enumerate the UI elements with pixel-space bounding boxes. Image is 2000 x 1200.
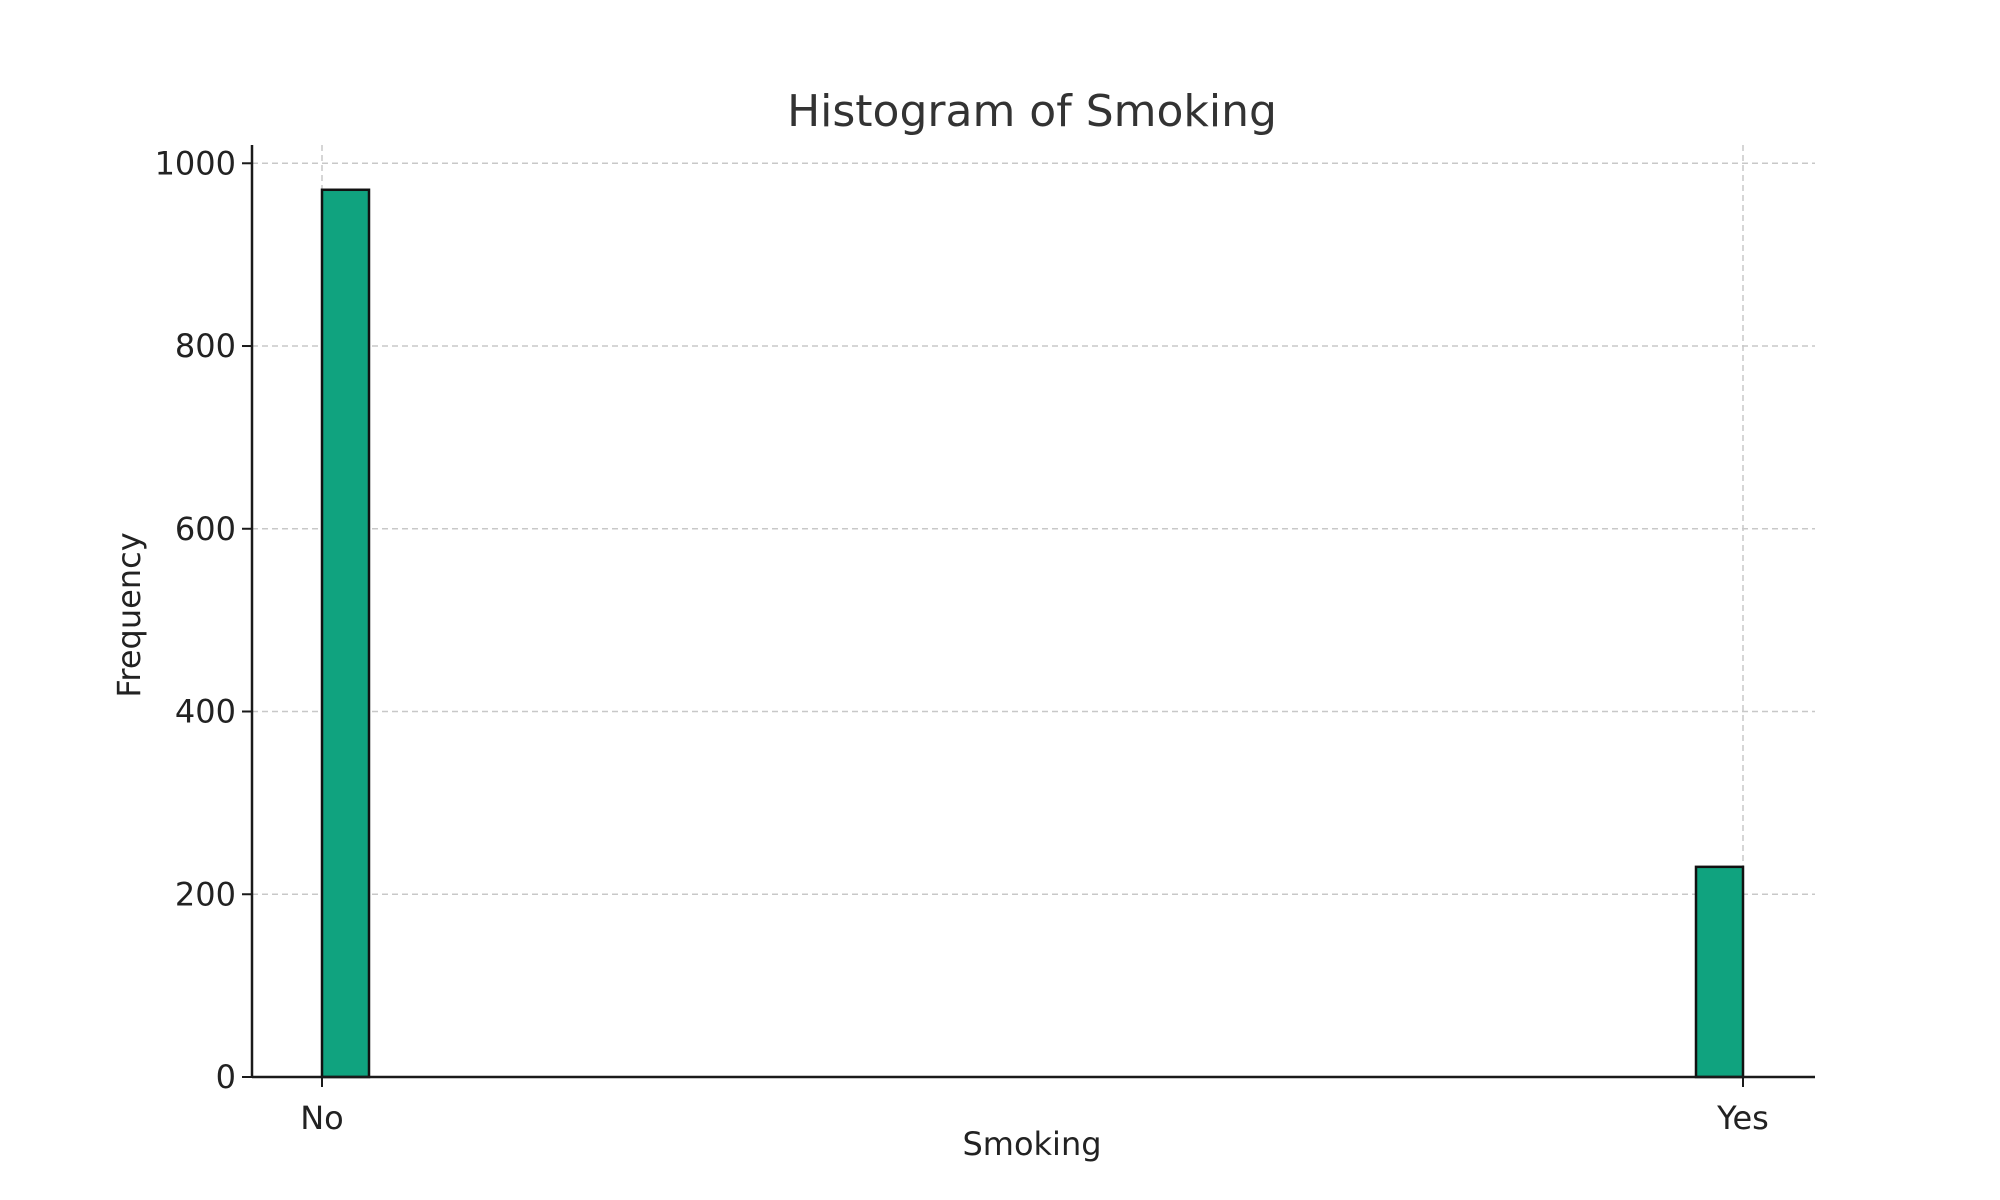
y-tick-label: 600 xyxy=(175,510,236,548)
x-axis-label: Smoking xyxy=(962,1125,1101,1163)
chart-title: Histogram of Smoking xyxy=(787,86,1277,137)
y-tick-label: 200 xyxy=(175,875,236,913)
grid-layer xyxy=(252,145,1815,1077)
y-tick-label: 400 xyxy=(175,693,236,731)
y-axis-label: Frequency xyxy=(110,532,148,697)
y-tick-label: 0 xyxy=(216,1058,236,1096)
bars-layer xyxy=(320,188,1745,1079)
x-tick-label: Yes xyxy=(1716,1099,1769,1137)
bar-yes xyxy=(1694,865,1745,1079)
y-tick-label: 1000 xyxy=(155,144,236,182)
ticks-layer: 0 200 400 600 800 1000 No Yes xyxy=(155,144,1769,1137)
x-tick-label: No xyxy=(300,1099,344,1137)
bar-no xyxy=(320,188,371,1079)
axes-layer xyxy=(250,145,1815,1079)
y-tick-label: 800 xyxy=(175,327,236,365)
